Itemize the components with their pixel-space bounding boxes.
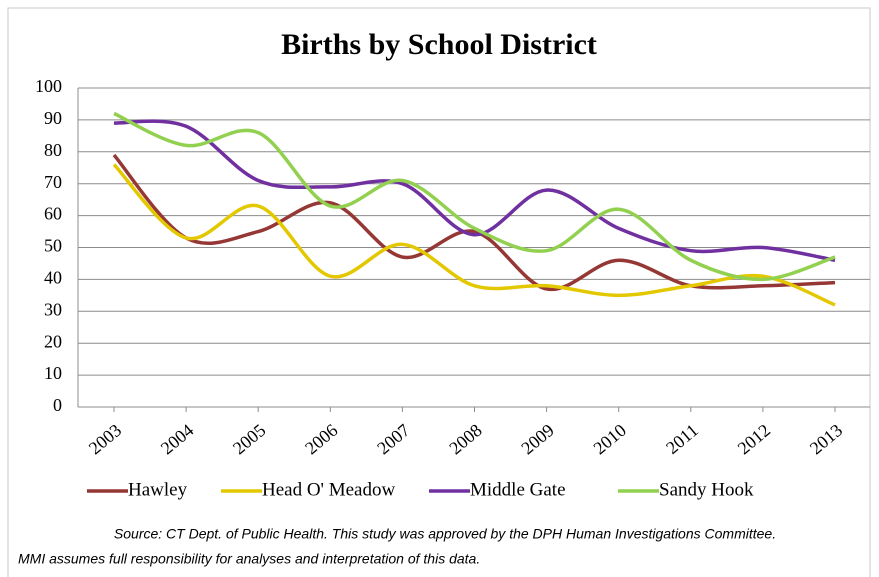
x-tick-label: 2005 <box>229 420 269 458</box>
chart-frame <box>7 7 871 577</box>
source-note: Source: CT Dept. of Public Health. This … <box>114 526 776 542</box>
line <box>113 119 836 262</box>
x-tick-label: 2003 <box>85 420 125 458</box>
x-tick-label: 2009 <box>517 420 557 458</box>
y-tick-label: 100 <box>35 76 62 96</box>
y-tick-label: 70 <box>44 172 62 192</box>
line <box>112 153 836 292</box>
chart-title: Births by School District <box>281 28 597 61</box>
x-tick-label: 2004 <box>157 420 197 458</box>
y-tick-label: 0 <box>53 395 62 415</box>
legend-label: Sandy Hook <box>659 479 754 500</box>
x-tick-label: 2008 <box>445 420 485 458</box>
x-tick-label: 2007 <box>373 420 413 458</box>
legend-label: Middle Gate <box>470 479 566 500</box>
x-tick-label: 2011 <box>662 420 702 458</box>
y-tick-label: 10 <box>44 363 62 383</box>
line <box>113 111 836 282</box>
x-tick-label: 2013 <box>806 420 846 458</box>
source-note: MMI assumes full responsibility for anal… <box>18 551 480 567</box>
y-tick-label: 40 <box>44 268 62 288</box>
line <box>112 163 836 307</box>
x-tick-label: 2006 <box>301 420 341 458</box>
x-tick-label: 2012 <box>734 420 774 458</box>
legend-label: Head O' Meadow <box>262 479 395 500</box>
y-tick-label: 80 <box>44 140 62 160</box>
y-tick-label: 90 <box>44 108 62 128</box>
y-tick-label: 30 <box>44 299 62 319</box>
x-tick-label: 2010 <box>589 420 629 458</box>
y-tick-label: 20 <box>44 331 62 351</box>
y-tick-label: 60 <box>44 204 62 224</box>
legend-label: Hawley <box>128 479 188 500</box>
y-tick-label: 50 <box>44 236 62 256</box>
